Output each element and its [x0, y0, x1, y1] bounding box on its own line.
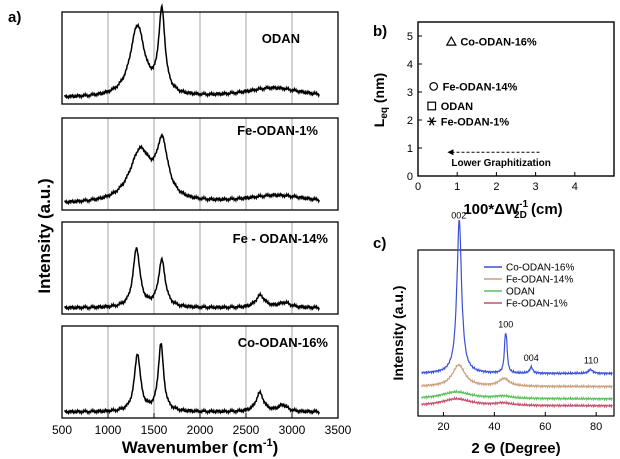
lower-graphitization-label: Lower Graphitization — [451, 158, 550, 169]
panel-a-x-tick-labels: 500 1000 1500 2000 2500 3000 3500 — [52, 423, 352, 437]
point-label-fe-odan-14: Fe-ODAN-14% — [443, 81, 518, 93]
point-co-odan-16 — [445, 35, 457, 46]
x-tick-label-3000: 3000 — [279, 423, 306, 437]
panel-c-x-tick-labels: 20 40 60 80 — [437, 421, 602, 433]
series-label-fe-odan-14: Fe - ODAN-14% — [233, 231, 329, 246]
legend-label-odan: ODAN — [506, 287, 535, 298]
legend-label-fe-odan-14: Fe-ODAN-14% — [506, 275, 573, 286]
b-y-tick-label-2: 2 — [407, 115, 413, 127]
b-x-tick-label-3: 3 — [533, 181, 539, 193]
panel-c-frame — [417, 249, 615, 417]
b-x-tick-label-2: 2 — [493, 181, 499, 193]
panel-a-spectra — [64, 2, 320, 416]
c-x-tick-label-60: 60 — [539, 421, 551, 433]
panel-a-raman-spectra: a) 500 1000 1500 2000 2500 3000 3500 ODAN Fe-O… — [8, 2, 352, 457]
b-y-tick-label-1: 1 — [407, 143, 413, 155]
spectrum-line-fe-odan-1 — [64, 132, 320, 206]
panel-b-x-axis-label: 100*ΔW-1 2D (cm) — [463, 199, 562, 221]
panel-b-annotation: Lower Graphitization — [447, 149, 551, 169]
b-y-tick-label-4: 4 — [407, 59, 413, 71]
pattern-line-co-odan-16 — [421, 219, 613, 377]
spectrum-line-odan — [64, 2, 320, 100]
panel-c-x-axis-label: 2 Θ (Degree) — [471, 440, 560, 457]
panel-a-y-axis-label: Intensity (a.u.) — [35, 178, 54, 293]
peak-label-110: 110 — [584, 356, 598, 366]
point-label-co-odan-16: Co-ODAN-16% — [460, 37, 537, 49]
c-x-tick-label-40: 40 — [488, 421, 500, 433]
spectrum-line-fe-odan-14 — [64, 247, 320, 312]
panel-b-point-labels: Co-ODAN-16% Fe-ODAN-14% ODAN Fe-ODAN-1% — [441, 37, 537, 129]
panel-b-points — [427, 35, 457, 126]
subplot-frame-1 — [61, 11, 339, 105]
pattern-line-fe-odan-1 — [421, 396, 613, 409]
x-tick-label-1000: 1000 — [95, 423, 122, 437]
x-tick-label-3500: 3500 — [325, 423, 352, 437]
panel-b-label: b) — [373, 23, 387, 40]
c-x-tick-label-80: 80 — [590, 421, 602, 433]
panel-a-subplot-frames — [61, 11, 339, 419]
series-label-odan: ODAN — [262, 31, 300, 46]
series-label-co-odan-16: Co-ODAN-16% — [238, 335, 329, 350]
subplot-frame-2 — [61, 117, 339, 211]
panel-a-gridlines — [107, 12, 293, 418]
point-odan — [427, 101, 437, 111]
b-y-tick-label-3: 3 — [407, 87, 413, 99]
c-x-tick-label-20: 20 — [437, 421, 449, 433]
point-label-odan: ODAN — [441, 101, 473, 113]
peak-label-100: 100 — [498, 320, 513, 330]
spectrum-line-co-odan-16 — [64, 343, 320, 416]
panel-c-label: c) — [373, 235, 386, 252]
b-x-tick-label-4: 4 — [572, 181, 578, 193]
pattern-line-fe-odan-14 — [421, 363, 613, 390]
pattern-line-odan — [421, 389, 613, 402]
panel-b-y-axis-label: Leq (nm) — [371, 73, 390, 127]
x-tick-label-1500: 1500 — [141, 423, 168, 437]
panel-b-ticks — [417, 35, 576, 177]
panel-b-scatter: b) 0 1 2 3 4 0 1 2 3 4 5 Co-ODAN-16% Fe-ODAN-14% ODA… — [371, 21, 615, 221]
peak-label-002: 002 — [451, 210, 466, 220]
graphitization-arrow-head — [447, 149, 454, 156]
panel-c-patterns — [421, 219, 613, 409]
b-x-tick-label-1: 1 — [454, 181, 460, 193]
b-x-tick-label-0: 0 — [415, 181, 421, 193]
peak-label-004: 004 — [524, 353, 539, 363]
panel-c-peak-labels: 002 100 004 110 — [451, 210, 598, 365]
x-tick-label-2000: 2000 — [187, 423, 214, 437]
panel-a-label: a) — [8, 9, 21, 26]
point-fe-odan-14 — [429, 81, 439, 91]
x-tick-label-2500: 2500 — [233, 423, 260, 437]
panel-b-frame — [417, 21, 615, 177]
point-fe-odan-1 — [427, 117, 437, 126]
panel-a-x-axis-label: Wavenumber (cm-1) — [122, 437, 279, 457]
panel-b-tick-labels: 0 1 2 3 4 0 1 2 3 4 5 — [407, 31, 578, 193]
legend-label-co-odan-16: Co-ODAN-16% — [506, 263, 574, 274]
series-label-fe-odan-1: Fe-ODAN-1% — [237, 123, 318, 138]
x-tick-label-500: 500 — [52, 423, 72, 437]
panel-c-y-axis-label: Intensity (a.u.) — [390, 286, 406, 381]
b-y-tick-label-0: 0 — [407, 171, 413, 183]
panel-c-ticks — [442, 412, 597, 416]
point-label-fe-odan-1: Fe-ODAN-1% — [441, 116, 510, 128]
b-y-tick-label-5: 5 — [407, 31, 413, 43]
subplot-frame-3 — [61, 221, 339, 315]
legend-label-fe-odan-1: Fe-ODAN-1% — [506, 299, 568, 310]
panel-a-x-ticks — [61, 413, 339, 418]
